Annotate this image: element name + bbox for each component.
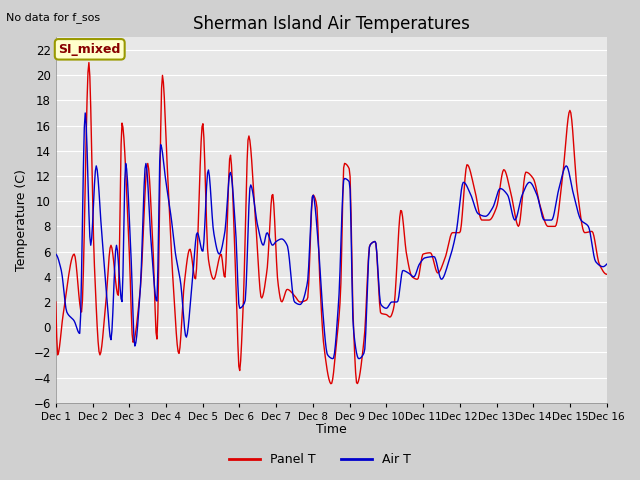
Text: SI_mixed: SI_mixed: [58, 43, 121, 56]
Legend: Panel T, Air T: Panel T, Air T: [224, 448, 416, 471]
X-axis label: Time: Time: [316, 423, 347, 436]
Y-axis label: Temperature (C): Temperature (C): [15, 169, 28, 271]
Text: No data for f_sos: No data for f_sos: [6, 12, 100, 23]
Title: Sherman Island Air Temperatures: Sherman Island Air Temperatures: [193, 15, 470, 33]
